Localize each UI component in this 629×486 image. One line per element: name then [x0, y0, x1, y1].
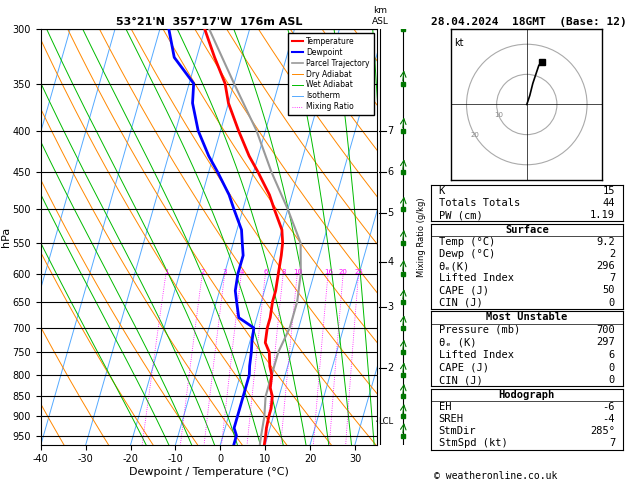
Text: 297: 297 [596, 337, 615, 347]
Legend: Temperature, Dewpoint, Parcel Trajectory, Dry Adiabat, Wet Adiabat, Isotherm, Mi: Temperature, Dewpoint, Parcel Trajectory… [288, 33, 374, 115]
Text: 2: 2 [387, 363, 394, 373]
Text: StmSpd (kt): StmSpd (kt) [438, 438, 508, 449]
Text: 28.04.2024  18GMT  (Base: 12): 28.04.2024 18GMT (Base: 12) [431, 17, 626, 27]
Text: 50: 50 [603, 285, 615, 295]
Text: km
ASL: km ASL [372, 6, 389, 26]
Text: 15: 15 [603, 186, 615, 196]
Text: Most Unstable: Most Unstable [486, 312, 567, 322]
Text: Mixing Ratio (g/kg): Mixing Ratio (g/kg) [417, 197, 426, 277]
Text: Pressure (mb): Pressure (mb) [438, 325, 520, 335]
Text: 0: 0 [609, 363, 615, 373]
Text: 20: 20 [339, 269, 348, 275]
Text: 7: 7 [609, 438, 615, 449]
Text: -4: -4 [603, 414, 615, 424]
Text: © weatheronline.co.uk: © weatheronline.co.uk [434, 471, 557, 481]
Text: LCL: LCL [378, 417, 393, 426]
Text: θₑ (K): θₑ (K) [438, 337, 476, 347]
Text: 1: 1 [164, 269, 169, 275]
Text: 10: 10 [293, 269, 302, 275]
Text: 6: 6 [387, 167, 394, 177]
Text: -6: -6 [603, 402, 615, 412]
Text: SREH: SREH [438, 414, 464, 424]
Text: 0: 0 [609, 297, 615, 308]
Text: StmDir: StmDir [438, 426, 476, 436]
Text: kt: kt [455, 38, 464, 48]
Text: 9.2: 9.2 [596, 237, 615, 247]
Text: 7: 7 [609, 273, 615, 283]
Text: 2: 2 [609, 249, 615, 259]
Text: CIN (J): CIN (J) [438, 375, 482, 385]
Text: 3: 3 [223, 269, 227, 275]
Text: 4: 4 [239, 269, 243, 275]
Text: 285°: 285° [590, 426, 615, 436]
Text: 16: 16 [324, 269, 333, 275]
Text: 10: 10 [494, 112, 503, 118]
Text: Totals Totals: Totals Totals [438, 198, 520, 208]
Text: 4: 4 [387, 257, 394, 267]
Text: Dewp (°C): Dewp (°C) [438, 249, 495, 259]
Text: 6: 6 [609, 350, 615, 360]
Text: 5: 5 [387, 208, 394, 218]
Text: 1.19: 1.19 [590, 210, 615, 220]
Text: EH: EH [438, 402, 451, 412]
Text: Temp (°C): Temp (°C) [438, 237, 495, 247]
Text: 2: 2 [200, 269, 204, 275]
Text: PW (cm): PW (cm) [438, 210, 482, 220]
Text: 700: 700 [596, 325, 615, 335]
Text: CAPE (J): CAPE (J) [438, 363, 489, 373]
X-axis label: Dewpoint / Temperature (°C): Dewpoint / Temperature (°C) [129, 467, 289, 477]
Text: 20: 20 [470, 132, 479, 138]
Text: Surface: Surface [505, 225, 548, 235]
Text: 25: 25 [354, 269, 363, 275]
Text: 3: 3 [387, 302, 394, 312]
Text: Hodograph: Hodograph [499, 390, 555, 400]
Text: 0: 0 [609, 375, 615, 385]
Text: 296: 296 [596, 261, 615, 271]
Text: Lifted Index: Lifted Index [438, 350, 513, 360]
Text: K: K [438, 186, 445, 196]
Title: 53°21'N  357°17'W  176m ASL: 53°21'N 357°17'W 176m ASL [116, 17, 303, 27]
Text: CIN (J): CIN (J) [438, 297, 482, 308]
Y-axis label: hPa: hPa [1, 227, 11, 247]
Text: 6: 6 [264, 269, 268, 275]
Text: 44: 44 [603, 198, 615, 208]
Text: θₑ(K): θₑ(K) [438, 261, 470, 271]
Text: Lifted Index: Lifted Index [438, 273, 513, 283]
Text: CAPE (J): CAPE (J) [438, 285, 489, 295]
Text: 8: 8 [281, 269, 286, 275]
Text: 7: 7 [387, 125, 394, 136]
